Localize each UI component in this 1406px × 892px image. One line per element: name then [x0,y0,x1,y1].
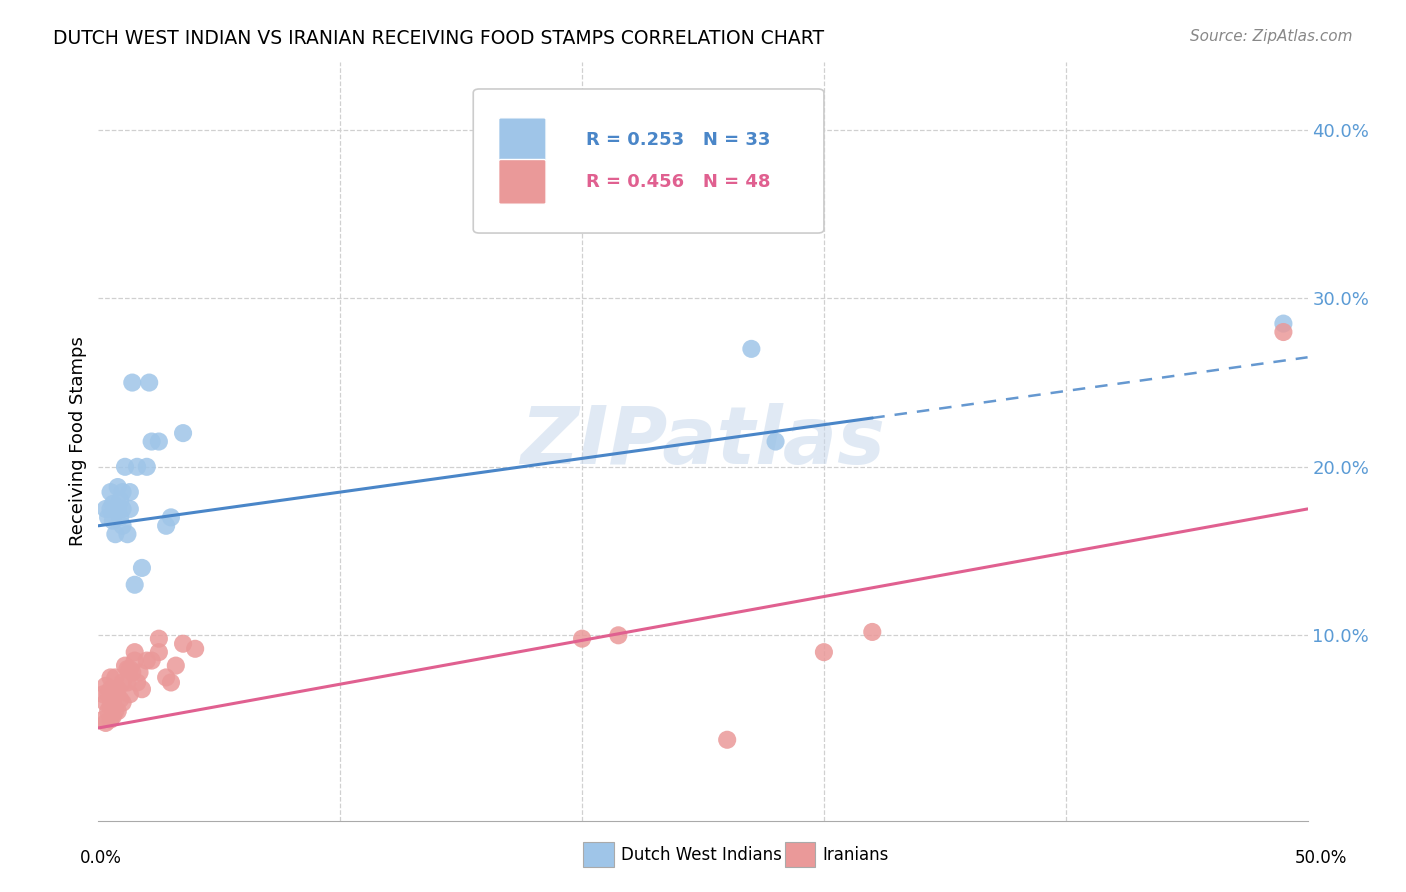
Point [100,682,122,697]
Point [860,624,883,639]
Point [97,704,120,718]
Text: 0.0%: 0.0% [80,849,122,867]
Point [121,665,143,680]
Point [118,485,141,500]
Point [160,510,183,524]
Point [148,434,170,449]
Point [108,692,131,706]
Point [117,675,139,690]
Point [118,687,141,701]
Point [107,682,129,697]
Point [716,732,738,747]
Point [107,480,129,494]
Point [135,459,157,474]
Point [94,696,117,710]
Point [124,578,146,592]
Point [91,713,114,727]
Point [114,658,136,673]
FancyBboxPatch shape [499,118,546,162]
Point [100,699,122,714]
Point [111,518,134,533]
Point [101,497,124,511]
Point [111,485,134,500]
Point [108,493,131,508]
Point [117,662,139,676]
Point [101,682,124,697]
Point [141,654,163,668]
Point [107,502,129,516]
Text: DUTCH WEST INDIAN VS IRANIAN RECEIVING FOOD STAMPS CORRELATION CHART: DUTCH WEST INDIAN VS IRANIAN RECEIVING F… [53,29,824,47]
Point [118,502,141,516]
Text: ZIPatlas: ZIPatlas [520,402,886,481]
Point [128,665,150,680]
Point [94,715,117,730]
Point [765,434,787,449]
FancyBboxPatch shape [474,89,824,233]
Point [155,670,177,684]
Point [117,527,139,541]
Point [97,510,120,524]
Bar [785,842,815,867]
Point [1272,317,1295,331]
Point [104,527,127,541]
Point [104,704,127,718]
Point [607,628,630,642]
FancyBboxPatch shape [499,160,546,204]
Text: Iranians: Iranians [823,846,889,863]
Point [155,518,177,533]
Point [121,376,143,390]
Bar [583,842,614,867]
Point [138,376,160,390]
Point [104,670,127,684]
Point [111,502,134,516]
Point [127,675,149,690]
Text: Source: ZipAtlas.com: Source: ZipAtlas.com [1189,29,1353,44]
Point [131,561,153,575]
Point [108,510,131,524]
Point [131,682,153,697]
Point [172,426,194,441]
Point [100,502,122,516]
Text: 50.0%: 50.0% [1295,849,1347,867]
Text: R = 0.456   N = 48: R = 0.456 N = 48 [586,173,770,191]
Point [107,704,129,718]
Point [111,675,134,690]
Point [571,632,593,646]
Point [124,645,146,659]
Point [100,485,122,500]
Point [1272,325,1295,339]
Point [172,637,194,651]
Point [148,645,170,659]
Point [184,641,207,656]
Point [127,459,149,474]
Point [118,662,141,676]
Point [91,687,114,701]
Point [740,342,762,356]
Point [104,502,127,516]
Point [148,632,170,646]
Point [100,670,122,684]
Point [101,514,124,528]
Point [100,713,122,727]
Text: Dutch West Indians: Dutch West Indians [621,846,782,863]
Point [94,679,117,693]
Point [160,675,183,690]
Point [111,696,134,710]
Point [101,696,124,710]
Point [141,434,163,449]
Point [135,654,157,668]
Point [165,658,187,673]
Point [94,502,117,516]
Point [813,645,835,659]
Y-axis label: Receiving Food Stamps: Receiving Food Stamps [69,336,87,547]
Point [104,687,127,701]
Point [97,687,120,701]
Point [114,459,136,474]
Text: R = 0.253   N = 33: R = 0.253 N = 33 [586,131,770,149]
Point [124,654,146,668]
Point [101,709,124,723]
